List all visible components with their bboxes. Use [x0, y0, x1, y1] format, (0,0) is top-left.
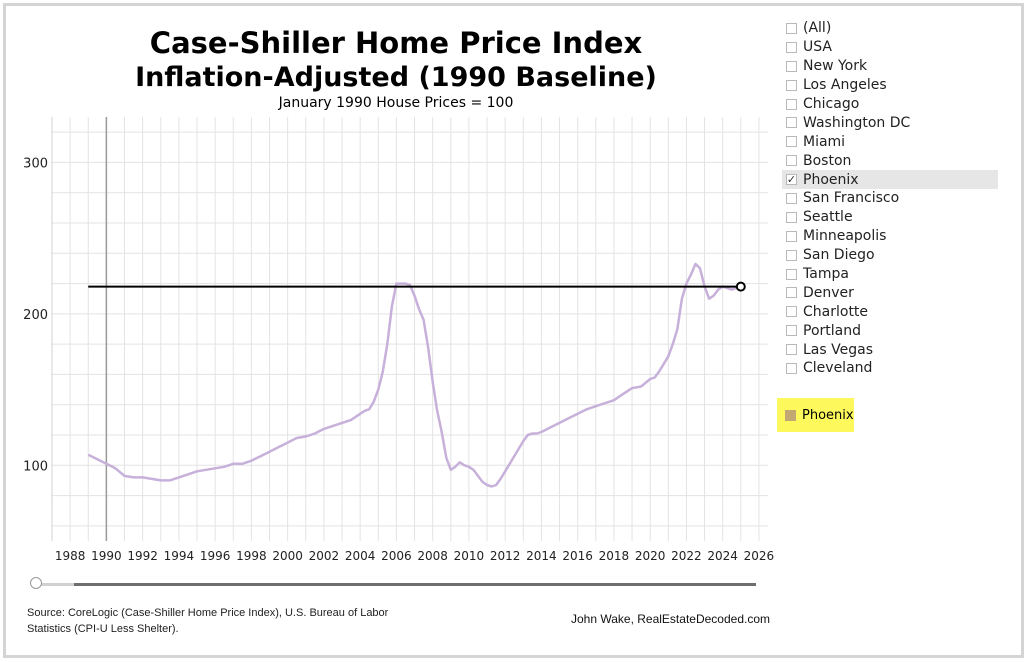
filter-item-label: Denver: [803, 284, 854, 301]
checkbox[interactable]: [786, 22, 797, 34]
filter-item-label: Las Vegas: [803, 341, 873, 358]
filter-item-usa[interactable]: USA: [782, 38, 998, 57]
legend: Phoenix: [777, 398, 854, 432]
filter-item-label: Tampa: [803, 266, 849, 283]
x-tick-label: 1992: [127, 549, 158, 563]
checkbox[interactable]: [786, 60, 797, 72]
filter-item-las-vegas[interactable]: Las Vegas: [782, 340, 998, 359]
filter-item-los-angeles[interactable]: Los Angeles: [782, 76, 998, 95]
checkbox[interactable]: ✓: [786, 173, 797, 187]
filter-item-san-diego[interactable]: San Diego: [782, 246, 998, 265]
checkbox[interactable]: [786, 136, 797, 148]
filter-item-label: Cleveland: [803, 360, 873, 377]
legend-label: Phoenix: [802, 407, 854, 423]
filter-item-label: Washington DC: [803, 114, 911, 131]
x-tick-label: 2012: [490, 549, 521, 563]
y-tick-label: 200: [23, 308, 48, 323]
filter-item-denver[interactable]: Denver: [782, 283, 998, 302]
filter-item-label: San Diego: [803, 247, 875, 264]
checkbox[interactable]: [786, 117, 797, 129]
city-filter-list[interactable]: (All) USA New York Los Angeles Chicago Washin…: [782, 19, 998, 378]
filter-item-label: USA: [803, 39, 832, 56]
x-tick-label: 2002: [309, 549, 340, 563]
checkbox[interactable]: [786, 325, 797, 337]
x-tick-label: 2000: [272, 549, 303, 563]
filter-item-charlotte[interactable]: Charlotte: [782, 302, 998, 321]
filter-item-label: Seattle: [803, 209, 853, 226]
filter-item-label: Los Angeles: [803, 77, 887, 94]
checkbox[interactable]: [786, 287, 797, 299]
x-tick-label: 1988: [55, 549, 86, 563]
series-line-phoenix: [87, 262, 741, 488]
x-tick-label: 2022: [671, 549, 702, 563]
filter-item-portland[interactable]: Portland: [782, 321, 998, 340]
checkbox[interactable]: [786, 306, 797, 318]
filter-item-all[interactable]: (All): [782, 19, 998, 38]
filter-item-label: New York: [803, 58, 868, 75]
filter-item-chicago[interactable]: Chicago: [782, 95, 998, 114]
checkbox[interactable]: [786, 268, 797, 280]
filter-item-label: Charlotte: [803, 303, 869, 320]
x-tick-label: 1996: [200, 549, 231, 563]
date-range-slider-handle[interactable]: [30, 577, 42, 589]
checkbox[interactable]: [786, 362, 797, 374]
checkbox[interactable]: [786, 79, 797, 91]
filter-item-minneapolis[interactable]: Minneapolis: [782, 227, 998, 246]
filter-item-tampa[interactable]: Tampa: [782, 265, 998, 284]
filter-item-phoenix[interactable]: ✓ Phoenix: [782, 170, 998, 190]
filter-item-label: Phoenix: [803, 171, 859, 188]
x-tick-label: 2014: [526, 549, 557, 563]
y-tick-label: 300: [23, 156, 48, 171]
filter-item-label: (All): [803, 20, 832, 37]
filter-item-cleveland[interactable]: Cleveland: [782, 359, 998, 378]
source-note: Source: CoreLogic (Case-Shiller Home Pri…: [27, 607, 389, 635]
checkbox[interactable]: [786, 41, 797, 53]
checkbox[interactable]: [786, 192, 797, 204]
checkbox[interactable]: [786, 344, 797, 356]
filter-item-label: Portland: [803, 322, 861, 339]
checkbox[interactable]: [786, 249, 797, 261]
filter-item-label: Chicago: [803, 96, 860, 112]
author-credit: John Wake, RealEstateDecoded.com: [571, 612, 770, 626]
filter-item-label: San Francisco: [803, 190, 900, 207]
x-tick-label: 2004: [345, 549, 376, 563]
filter-item-label: Boston: [803, 152, 852, 169]
x-tick-label: 2016: [562, 549, 593, 563]
filter-item-washington-dc[interactable]: Washington DC: [782, 113, 998, 132]
filter-item-label: Minneapolis: [803, 228, 887, 245]
reference-line-marker: [735, 281, 746, 292]
x-tick-label: 2008: [417, 549, 448, 563]
chart-subtitle: January 1990 House Prices = 100: [278, 95, 514, 111]
checkbox[interactable]: [786, 155, 797, 167]
x-tick-label: 2010: [454, 549, 485, 563]
filter-item-label: Miami: [803, 133, 846, 150]
chart-title-line2: Inflation-Adjusted (1990 Baseline): [135, 62, 657, 93]
x-tick-label: 1994: [164, 549, 195, 563]
x-tick-label: 1998: [236, 549, 267, 563]
x-tick-label: 2024: [707, 549, 738, 563]
date-range-slider-track[interactable]: [34, 583, 756, 586]
x-tick-label: 1990: [91, 549, 122, 563]
x-tick-label: 2006: [381, 549, 412, 563]
checkbox[interactable]: [786, 230, 797, 242]
y-tick-label: 100: [23, 459, 48, 474]
x-tick-label: 2026: [744, 549, 775, 563]
filter-item-boston[interactable]: Boston: [782, 151, 998, 170]
filter-item-san-francisco[interactable]: San Francisco: [782, 189, 998, 208]
legend-swatch-phoenix: [785, 409, 796, 421]
line-chart[interactable]: 100 200 300 1988 1990 1992 1994 1996 1998 2000 200…: [0, 0, 775, 580]
chart-title: Case-Shiller Home Price Index: [149, 26, 643, 60]
x-tick-label: 2020: [635, 549, 666, 563]
checkbox[interactable]: [786, 98, 797, 110]
checkbox[interactable]: [786, 211, 797, 223]
filter-item-miami[interactable]: Miami: [782, 132, 998, 151]
date-range-slider-inactive: [34, 583, 74, 586]
dashboard-frame: [3, 3, 1024, 658]
filter-item-seattle[interactable]: Seattle: [782, 208, 998, 227]
filter-item-new-york[interactable]: New York: [782, 57, 998, 76]
x-tick-label: 2018: [599, 549, 630, 563]
